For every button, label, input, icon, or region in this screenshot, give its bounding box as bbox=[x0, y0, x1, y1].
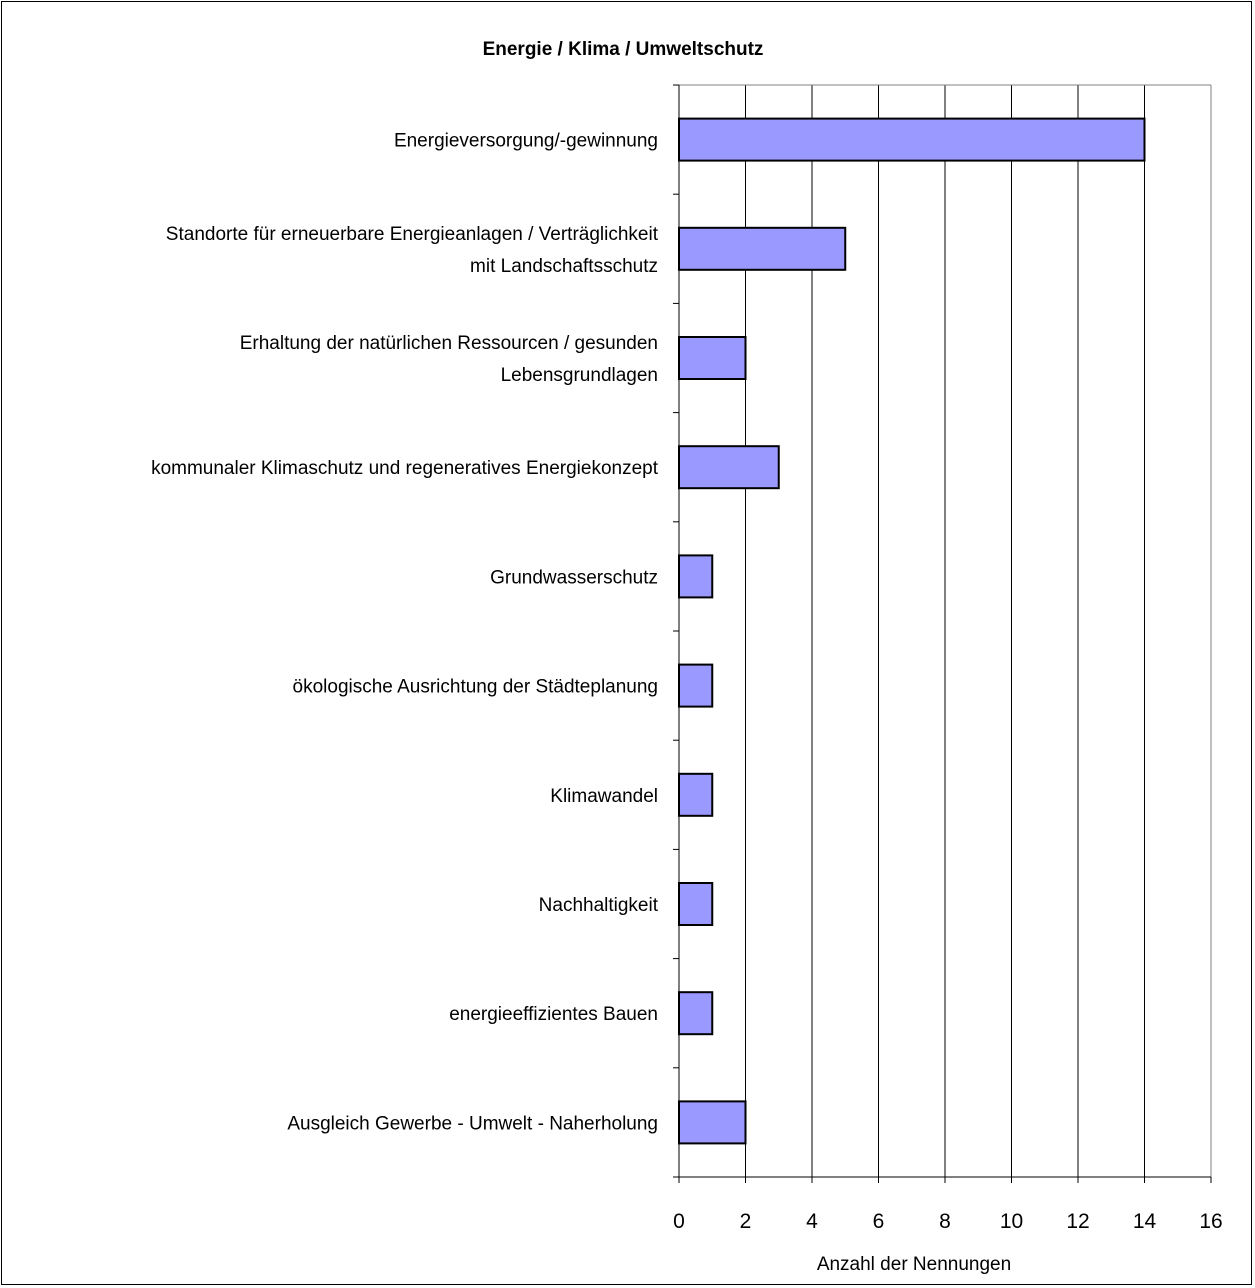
bar-4 bbox=[678, 445, 780, 490]
category-label-7: Klimawandel bbox=[550, 786, 658, 807]
x-tick-label-4: 4 bbox=[806, 1210, 818, 1233]
category-label-line: ökologische Ausrichtung der Städteplanun… bbox=[293, 677, 658, 698]
category-label-5: Grundwasserschutz bbox=[490, 567, 658, 588]
category-label-4: kommunaler Klimaschutz und regeneratives… bbox=[151, 458, 659, 479]
x-tick-label-2: 2 bbox=[740, 1210, 752, 1233]
category-label-line: kommunaler Klimaschutz und regeneratives… bbox=[151, 458, 659, 479]
x-tick-label-12: 12 bbox=[1066, 1210, 1089, 1233]
x-tick-label-0: 0 bbox=[673, 1210, 685, 1233]
category-label-line: Klimawandel bbox=[550, 786, 658, 807]
x-tick-label-6: 6 bbox=[873, 1210, 885, 1233]
category-label-line: mit Landschaftsschutz bbox=[470, 256, 658, 277]
chart-title: Energie / Klima / Umweltschutz bbox=[483, 39, 764, 60]
category-label-9: energieeffizientes Bauen bbox=[449, 1004, 658, 1025]
category-label-line: Energieversorgung/-gewinnung bbox=[394, 131, 658, 152]
bar-1 bbox=[678, 117, 1146, 162]
category-label-line: Erhaltung der natürlichen Ressourcen / g… bbox=[240, 333, 658, 354]
bar-2 bbox=[678, 226, 847, 271]
category-label-line: Nachhaltigkeit bbox=[539, 895, 659, 916]
bar-9 bbox=[678, 991, 714, 1036]
axes bbox=[673, 84, 1212, 1183]
x-tick-labels: 0 2 4 6 8 10 12 14 16 bbox=[673, 1210, 1223, 1233]
category-labels: Energieversorgung/-gewinnung Standorte fü… bbox=[151, 131, 659, 1135]
bar-10 bbox=[678, 1100, 747, 1145]
bar-3 bbox=[678, 336, 747, 380]
category-label-line: Ausgleich Gewerbe - Umwelt - Naherholung bbox=[287, 1113, 658, 1134]
x-tick-label-10: 10 bbox=[1000, 1210, 1023, 1233]
category-label-2: Standorte für erneuerbare Energieanlagen… bbox=[166, 224, 659, 277]
category-label-line: Lebensgrundlagen bbox=[501, 365, 658, 386]
bar-6 bbox=[678, 663, 714, 708]
category-label-6: ökologische Ausrichtung der Städteplanun… bbox=[293, 677, 658, 698]
category-label-line: Standorte für erneuerbare Energieanlagen… bbox=[166, 224, 659, 245]
bar-7 bbox=[678, 772, 714, 817]
x-tick-label-16: 16 bbox=[1199, 1210, 1222, 1233]
category-label-3: Erhaltung der natürlichen Ressourcen / g… bbox=[240, 333, 658, 386]
plot-border bbox=[679, 84, 1212, 1177]
category-label-1: Energieversorgung/-gewinnung bbox=[394, 131, 658, 152]
x-tick-label-14: 14 bbox=[1133, 1210, 1157, 1233]
category-label-10: Ausgleich Gewerbe - Umwelt - Naherholung bbox=[287, 1113, 658, 1134]
category-label-line: Grundwasserschutz bbox=[490, 567, 658, 588]
x-axis-label: Anzahl der Nennungen bbox=[817, 1254, 1011, 1275]
x-tick-label-8: 8 bbox=[939, 1210, 951, 1233]
bars bbox=[678, 117, 1146, 1145]
bar-5 bbox=[678, 554, 714, 599]
category-label-8: Nachhaltigkeit bbox=[539, 895, 659, 916]
bar-8 bbox=[678, 882, 714, 926]
category-label-line: energieeffizientes Bauen bbox=[449, 1004, 658, 1025]
